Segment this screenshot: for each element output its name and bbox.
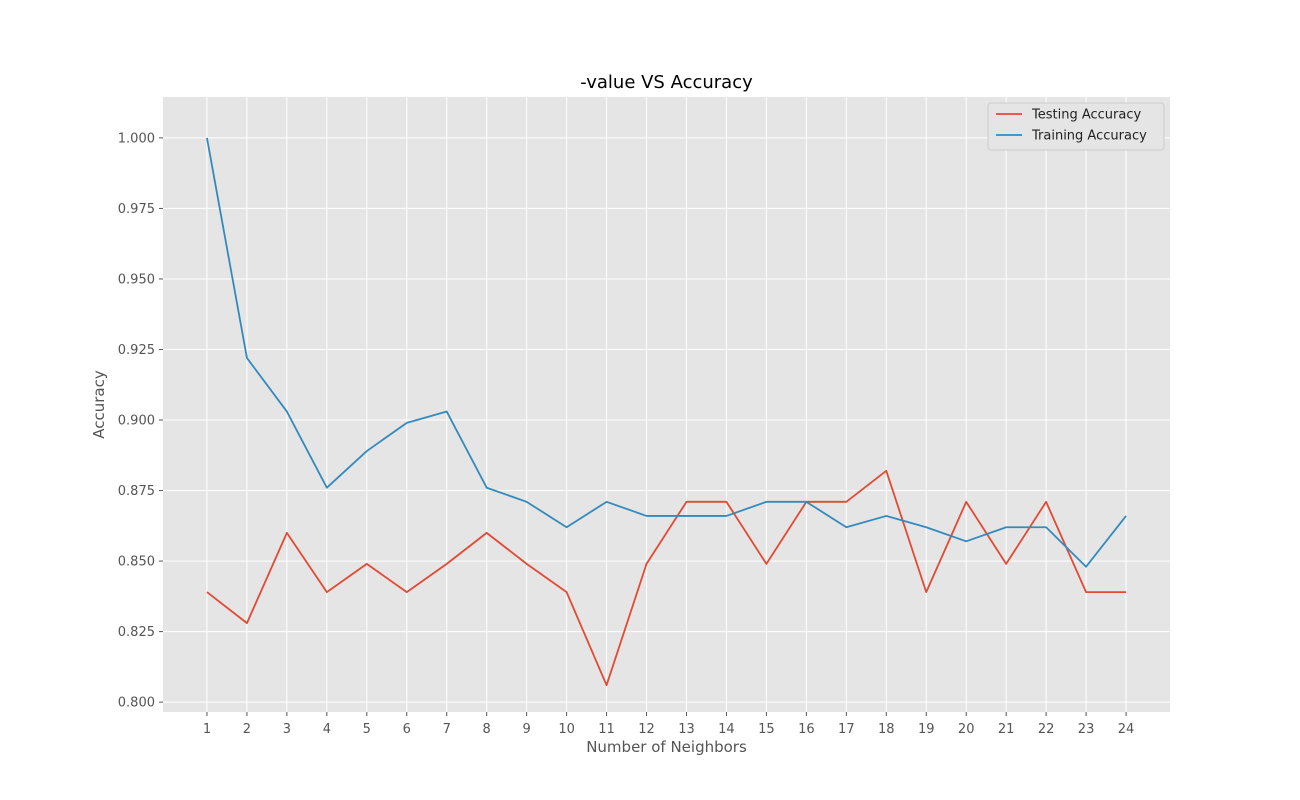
legend: Testing Accuracy Training Accuracy: [987, 102, 1165, 151]
y-tick-label: 0.975: [118, 202, 155, 217]
x-tick-label: 19: [918, 722, 935, 737]
x-tick-label: 23: [1078, 722, 1095, 737]
x-tick-label: 17: [838, 722, 855, 737]
y-tick-label: 0.825: [118, 625, 155, 640]
grid: [163, 97, 1170, 712]
x-tick-label: 16: [798, 722, 815, 737]
x-tick-label: 2: [243, 722, 251, 737]
x-tick-label: 22: [1038, 722, 1055, 737]
x-tick-label: 6: [403, 722, 411, 737]
x-tick-label: 13: [678, 722, 695, 737]
x-tick-label: 11: [598, 722, 615, 737]
x-tick-label: 12: [638, 722, 655, 737]
x-tick-label: 7: [443, 722, 451, 737]
legend-box: [987, 102, 1165, 151]
plot-background: [163, 97, 1170, 712]
y-tick-label: 1.000: [118, 131, 155, 146]
x-axis-label: Number of Neighbors: [586, 738, 747, 756]
y-axis-label: Accuracy: [90, 370, 108, 439]
series-line-training-accuracy: [206, 137, 1127, 568]
legend-label-training: Training Accuracy: [1031, 129, 1147, 144]
x-tick-label: 8: [483, 722, 491, 737]
x-tick-label: 18: [878, 722, 895, 737]
x-tick-label: 1: [203, 722, 211, 737]
legend-label-testing: Testing Accuracy: [1031, 108, 1141, 123]
x-tick-label: 3: [283, 722, 291, 737]
series-line-testing-accuracy: [206, 469, 1127, 687]
x-tick-label: 4: [323, 722, 331, 737]
series-lines: [206, 137, 1127, 687]
x-tick-label: 10: [558, 722, 575, 737]
x-tick-label: 20: [958, 722, 975, 737]
chart-title: -value VS Accuracy: [580, 72, 753, 93]
y-tick-label: 0.800: [118, 696, 155, 711]
x-tick-label: 5: [363, 722, 371, 737]
y-tick-label: 0.850: [118, 555, 155, 570]
x-tick-label: 14: [718, 722, 735, 737]
x-ticks: 1 2 3 4 5 6 7 8 9 10 11 12 13 14 15 16 17 18 19 20 21 22 23 24: [203, 712, 1135, 737]
x-tick-label: 21: [998, 722, 1015, 737]
y-ticks: 0.800 0.825 0.850 0.875 0.900 0.925 0.950 0.975…: [118, 131, 163, 711]
y-tick-label: 0.950: [118, 272, 155, 287]
y-tick-label: 0.925: [118, 343, 155, 358]
y-tick-label: 0.875: [118, 484, 155, 499]
x-tick-label: 24: [1118, 722, 1135, 737]
y-tick-label: 0.900: [118, 414, 155, 429]
x-tick-label: 9: [522, 722, 530, 737]
x-tick-label: 15: [758, 722, 775, 737]
